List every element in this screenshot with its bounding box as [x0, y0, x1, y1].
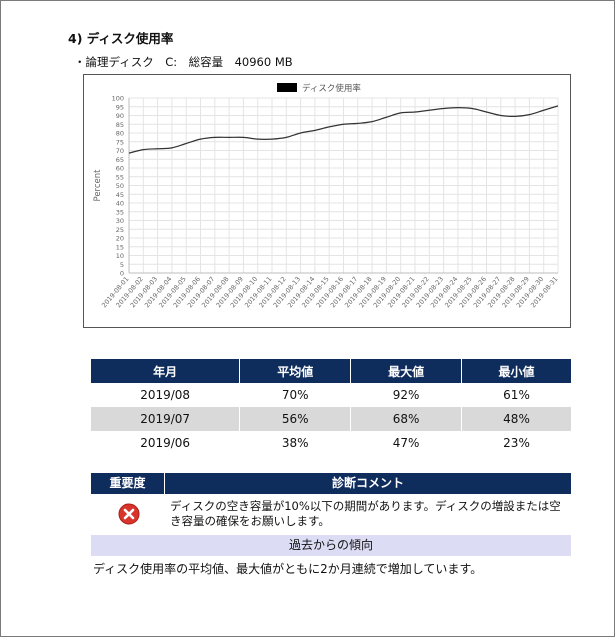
cell-min: 48%: [461, 407, 571, 431]
section-title: 4) ディスク使用率: [68, 31, 174, 46]
y-tick-label: 50: [116, 182, 124, 190]
y-tick-label: 0: [120, 270, 124, 278]
trend-header: 過去からの傾向: [91, 535, 571, 556]
cell-min: 23%: [503, 436, 530, 450]
cell-max: 68%: [350, 407, 463, 431]
legend-label: ディスク使用率: [302, 83, 361, 94]
y-tick-label: 10: [116, 252, 124, 260]
header-average: 平均値: [239, 359, 352, 383]
y-tick-label: 70: [116, 147, 124, 155]
y-tick-label: 85: [116, 121, 124, 129]
y-tick-label: 55: [116, 173, 124, 181]
y-tick-label: 30: [116, 217, 124, 225]
cell-max: 47%: [350, 431, 463, 455]
error-x-icon: [118, 503, 140, 525]
y-tick-label: 60: [116, 165, 124, 173]
header-max: 最大値: [350, 359, 463, 383]
y-tick-label: 35: [116, 208, 124, 216]
y-tick-label: 25: [116, 226, 124, 234]
y-tick-label: 75: [116, 138, 124, 146]
y-tick-label: 65: [116, 156, 124, 164]
table-row: 2019/07 56% 68% 48%: [91, 407, 571, 431]
y-tick-label: 95: [116, 103, 124, 111]
cell-min: 61%: [503, 388, 530, 402]
cell-average: 38%: [239, 431, 352, 455]
y-tick-label: 40: [116, 200, 124, 208]
y-tick-label: 90: [116, 112, 124, 120]
y-tick-label: 100: [112, 95, 124, 103]
stats-header-row: 年月 平均値 最大値 最小値: [91, 359, 571, 383]
header-year-month: 年月: [91, 359, 241, 383]
cell-year-month: 2019/08: [91, 383, 241, 407]
stats-table: 年月 平均値 最大値 最小値 2019/08 70% 92% 61% 2019/…: [91, 359, 571, 455]
cell-year-month: 2019/07: [91, 407, 241, 431]
legend-swatch: [277, 83, 297, 92]
y-tick-label: 20: [116, 235, 124, 243]
chart-canvas: 0510152025303540455055606570758085909510…: [93, 83, 560, 309]
table-row: 2019/06 38% 47% 23%: [91, 431, 571, 455]
disk-info: ・論理ディスク C: 総容量 40960 MB: [74, 55, 293, 69]
diagnosis-comment: ディスクの空き容量が10%以下の期間があります。ディスクの増設または空き容量の確…: [170, 499, 561, 528]
y-tick-label: 80: [116, 130, 124, 138]
y-tick-label: 45: [116, 191, 124, 199]
header-min: 最小値: [461, 359, 571, 383]
cell-max: 92%: [350, 383, 463, 407]
cell-average: 56%: [239, 407, 352, 431]
table-row: 2019/08 70% 92% 61%: [91, 383, 571, 407]
comment-header: 診断コメント: [165, 473, 571, 494]
cell-average: 70%: [239, 383, 352, 407]
cell-year-month: 2019/06: [91, 431, 241, 455]
disk-usage-chart: 0 5 10 15 20 25 30 35 40 45 50 55 60 65 70 75 80 85 90 95 10…: [83, 74, 571, 328]
severity-header: 重要度: [91, 473, 164, 494]
y-tick-label: 5: [120, 261, 124, 269]
y-tick-label: 15: [116, 243, 124, 251]
trend-text: ディスク使用率の平均値、最大値がともに2か月連続で増加しています。: [93, 562, 483, 576]
y-axis-label: Percent: [93, 169, 103, 202]
